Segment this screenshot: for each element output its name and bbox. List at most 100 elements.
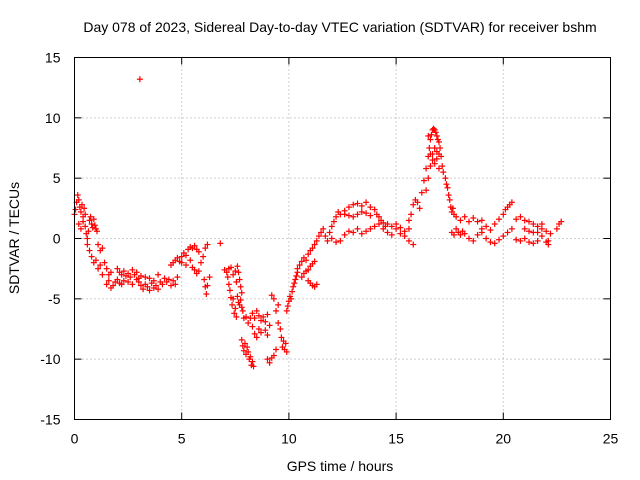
data-point [443,181,450,188]
data-point [105,277,112,284]
x-tick-label: 25 [603,431,619,447]
data-point [99,245,106,252]
x-tick-label: 0 [71,431,79,447]
data-point [438,153,445,160]
x-tick-label: 15 [388,431,404,447]
data-point [155,271,162,278]
data-point [435,138,442,145]
data-point [384,221,391,228]
data-point [423,165,430,172]
data-point [224,274,231,281]
data-point [431,145,438,151]
data-point [521,225,528,232]
data-point [264,356,271,363]
data-point [326,229,333,236]
data-point [500,211,507,218]
data-point [444,184,451,191]
data-point [142,274,149,281]
data-point [234,263,241,270]
data-point [200,253,207,260]
data-point [99,271,106,278]
data-point [474,218,481,225]
data-point [483,223,490,230]
data-point [77,208,84,215]
data-point [521,217,528,224]
data-point [97,262,104,269]
data-point [94,228,101,235]
data-point [517,237,524,244]
data-point [88,221,95,228]
data-point [388,231,395,238]
data-point [103,265,110,272]
data-point [258,317,265,324]
data-point [333,239,340,246]
data-point [114,265,121,272]
data-point [298,274,305,281]
data-point [253,334,260,341]
data-point [262,327,269,334]
data-point [101,259,108,266]
grid [74,57,611,420]
data-point [236,276,243,283]
data-point [206,274,213,281]
data-point [270,295,277,302]
data-point [367,225,374,232]
data-point [278,334,285,341]
data-point [504,229,511,236]
data-point [526,239,533,246]
data-point [178,259,185,266]
data-point [82,223,89,230]
data-point [534,223,541,230]
data-point [129,281,136,288]
data-point [453,213,460,220]
data-point [420,177,427,184]
data-point [298,258,305,265]
data-point [427,136,434,143]
data-point [204,241,211,248]
data-point [191,242,198,249]
data-point [496,236,503,243]
x-tick-label: 5 [178,431,186,447]
data-point [232,305,239,312]
data-point [129,266,136,273]
data-point [547,230,554,237]
data-point [457,231,464,238]
data-point [470,214,477,221]
data-point [264,332,271,339]
data-point [296,262,303,269]
data-point [292,276,299,283]
data-point [247,353,254,360]
data-point [445,192,452,199]
data-point [341,231,348,238]
data-point [233,278,240,285]
data-point [410,201,417,208]
data-point [418,189,425,196]
data-point [320,225,327,232]
data-point [283,348,290,355]
data-point [491,240,498,247]
data-point [405,217,412,224]
data-point [337,237,344,244]
data-point [328,235,335,242]
data-point [238,304,245,311]
data-point [311,258,318,265]
data-point [397,230,404,237]
data-point [363,210,370,217]
data-point [423,187,430,194]
data-point [249,358,256,365]
x-tick-label: 10 [281,431,297,447]
data-point [313,237,320,244]
data-point [354,200,361,207]
data-point [426,145,433,151]
data-point [345,228,352,235]
data-point [465,235,472,242]
data-point [440,169,447,176]
data-point [258,329,265,336]
data-point [77,225,84,232]
data-point [513,236,520,243]
y-tick-label: -15 [40,412,60,428]
data-point [201,276,208,283]
data-point [90,216,97,223]
data-point [354,211,361,218]
data-point [470,237,477,244]
